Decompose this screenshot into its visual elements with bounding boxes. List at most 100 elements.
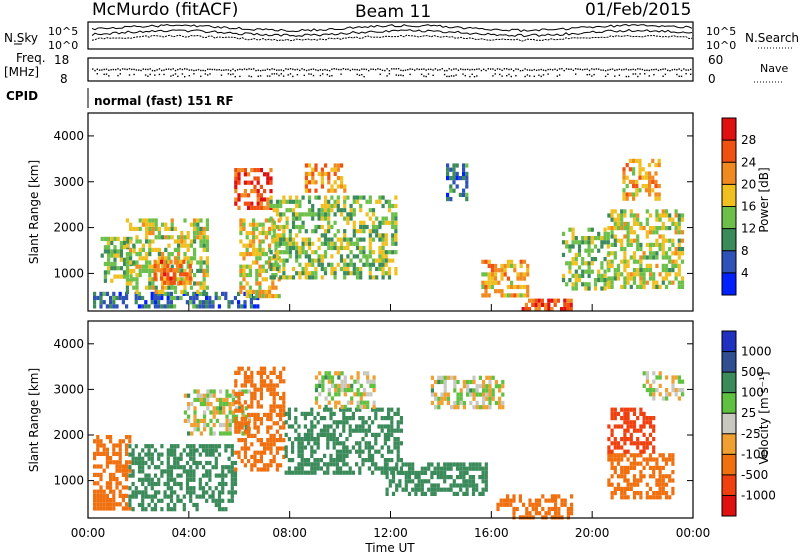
echo-cell <box>366 392 370 397</box>
echo-cell <box>661 491 665 496</box>
echo-cell <box>484 479 488 484</box>
echo-cell <box>645 255 649 260</box>
echo-cell <box>503 268 507 273</box>
echo-cell <box>377 432 381 437</box>
echo-cell <box>346 262 350 267</box>
echo-cell <box>275 266 280 272</box>
echo-cell <box>282 438 286 443</box>
echo-cell <box>350 400 354 405</box>
echo-cell <box>668 268 672 273</box>
echo-cell <box>295 199 299 204</box>
echo-cell <box>625 196 629 201</box>
echo-cell <box>201 494 206 499</box>
echo-cell <box>336 167 340 172</box>
echo-cell <box>401 462 405 467</box>
echo-cell <box>625 192 629 197</box>
echo-cell <box>632 171 636 176</box>
echo-cell <box>231 414 235 419</box>
echo-cell <box>163 304 167 309</box>
echo-cell <box>485 375 489 380</box>
echo-cell <box>365 224 369 230</box>
echo-cell <box>478 384 482 389</box>
echo-cell <box>245 264 249 269</box>
echo-cell <box>295 216 299 221</box>
echo-cell <box>626 465 630 470</box>
echo-cell <box>156 263 160 269</box>
echo-cell <box>250 375 254 380</box>
echo-cell <box>541 506 545 512</box>
echo-cell <box>177 252 181 257</box>
echo-cell <box>498 384 502 389</box>
echo-cell <box>180 289 184 294</box>
echo-cell <box>330 245 334 251</box>
echo-cell <box>488 400 492 406</box>
echo-cell <box>304 184 308 189</box>
echo-cell <box>368 237 372 242</box>
echo-cell <box>243 429 247 434</box>
echo-cell <box>401 470 405 475</box>
echo-cell <box>584 282 588 287</box>
echo-cell <box>642 268 646 273</box>
echo-cell <box>623 470 627 475</box>
colorbar-segment <box>722 228 736 251</box>
echo-cell <box>677 255 681 260</box>
echo-cell <box>626 221 630 226</box>
echo-cell <box>571 240 575 245</box>
echo-cell <box>247 205 251 210</box>
echo-cell <box>655 238 659 243</box>
echo-cell <box>658 247 662 252</box>
echo-cell <box>455 184 459 189</box>
echo-cell <box>658 486 662 491</box>
echo-cell <box>626 234 630 239</box>
echo-cell <box>145 252 149 257</box>
velocity-ylabel: Slant Range [km] <box>27 368 41 472</box>
echo-cell <box>227 304 231 309</box>
echo-cell <box>516 284 520 290</box>
echo-cell <box>345 437 349 442</box>
echo-cell <box>674 247 678 252</box>
echo-cell <box>192 448 196 453</box>
echo-cell <box>571 273 575 278</box>
echo-cell <box>164 277 168 282</box>
echo-cell <box>244 406 248 411</box>
echo-cell <box>118 464 122 469</box>
echo-cell <box>116 249 120 254</box>
echo-cell <box>227 465 231 470</box>
echo-cell <box>553 298 557 303</box>
echo-cell <box>339 258 344 263</box>
echo-cell <box>314 396 319 401</box>
echo-cell <box>642 465 646 470</box>
echo-cell <box>282 391 286 396</box>
echo-cell <box>475 466 479 471</box>
echo-cell <box>314 266 318 272</box>
echo-cell <box>189 444 193 449</box>
echo-cell <box>250 201 254 206</box>
echo-cell <box>531 298 535 303</box>
echo-cell <box>352 220 356 225</box>
echo-cell <box>163 280 167 285</box>
echo-cell <box>385 475 389 480</box>
echo-cell <box>513 293 517 298</box>
echo-cell <box>287 458 291 463</box>
echo-cell <box>616 457 621 462</box>
echo-cell <box>166 276 170 281</box>
echo-cell <box>335 441 339 446</box>
echo-cell <box>577 252 582 257</box>
echo-cell <box>433 483 437 488</box>
echo-cell <box>632 420 637 425</box>
echo-cell <box>239 231 243 236</box>
echo-cell <box>304 275 308 280</box>
echo-cell <box>105 456 109 461</box>
nave-tick-top: 60 <box>708 53 723 67</box>
echo-cell <box>482 388 486 393</box>
echo-cell <box>645 420 649 425</box>
echo-cell <box>243 189 247 194</box>
echo-cell <box>613 268 617 273</box>
echo-cell <box>629 465 633 470</box>
echo-cell <box>440 379 444 385</box>
echo-cell <box>288 208 292 213</box>
echo-cell <box>525 511 529 516</box>
echo-cell <box>358 445 362 450</box>
echo-cell <box>443 392 447 397</box>
echo-cell <box>502 502 506 507</box>
